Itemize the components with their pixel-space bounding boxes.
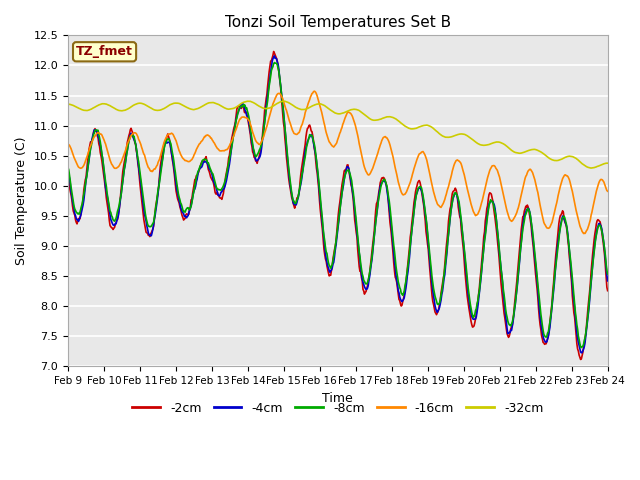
-2cm <box>212 191 220 197</box>
-16cm <box>129 131 137 136</box>
-8cm <box>420 197 428 203</box>
-32cm <box>404 125 412 131</box>
-16cm <box>64 141 72 147</box>
-2cm <box>129 134 137 140</box>
-32cm <box>420 122 428 128</box>
-16cm <box>604 188 611 194</box>
-2cm <box>604 288 611 294</box>
-4cm <box>604 278 611 284</box>
-4cm <box>212 187 220 192</box>
-8cm <box>184 205 192 211</box>
-8cm <box>212 185 220 191</box>
-32cm <box>604 160 611 166</box>
-32cm <box>212 101 220 107</box>
-16cm <box>404 185 412 191</box>
-32cm <box>129 102 137 108</box>
-4cm <box>271 53 278 59</box>
X-axis label: Time: Time <box>323 392 353 405</box>
Line: -2cm: -2cm <box>68 51 607 360</box>
Y-axis label: Soil Temperature (C): Soil Temperature (C) <box>15 137 28 265</box>
-8cm <box>577 345 585 350</box>
-16cm <box>420 150 428 156</box>
-16cm <box>580 230 588 236</box>
-8cm <box>604 271 611 277</box>
-2cm <box>184 212 192 217</box>
-32cm <box>64 101 72 107</box>
-4cm <box>74 217 82 223</box>
-32cm <box>588 165 595 171</box>
-32cm <box>74 105 82 111</box>
-2cm <box>404 260 412 265</box>
-32cm <box>244 98 252 104</box>
-2cm <box>577 357 584 362</box>
-8cm <box>129 134 137 140</box>
-8cm <box>271 60 278 65</box>
-8cm <box>74 211 82 216</box>
Legend: -2cm, -4cm, -8cm, -16cm, -32cm: -2cm, -4cm, -8cm, -16cm, -32cm <box>127 396 548 420</box>
-4cm <box>64 168 72 174</box>
-16cm <box>184 159 192 165</box>
Line: -32cm: -32cm <box>68 101 607 168</box>
Line: -16cm: -16cm <box>68 91 607 233</box>
-4cm <box>420 200 428 206</box>
-16cm <box>310 88 318 94</box>
-4cm <box>404 269 412 275</box>
-4cm <box>129 135 137 141</box>
-8cm <box>64 165 72 170</box>
Line: -4cm: -4cm <box>68 56 607 353</box>
-2cm <box>420 203 428 209</box>
-32cm <box>184 105 192 111</box>
-8cm <box>404 263 412 268</box>
-2cm <box>270 48 278 54</box>
-16cm <box>212 144 220 150</box>
-2cm <box>64 173 72 179</box>
-2cm <box>74 217 82 223</box>
-4cm <box>577 350 585 356</box>
Line: -8cm: -8cm <box>68 62 607 348</box>
-16cm <box>74 163 82 168</box>
-4cm <box>184 213 192 218</box>
Text: TZ_fmet: TZ_fmet <box>76 45 133 58</box>
Title: Tonzi Soil Temperatures Set B: Tonzi Soil Temperatures Set B <box>225 15 451 30</box>
